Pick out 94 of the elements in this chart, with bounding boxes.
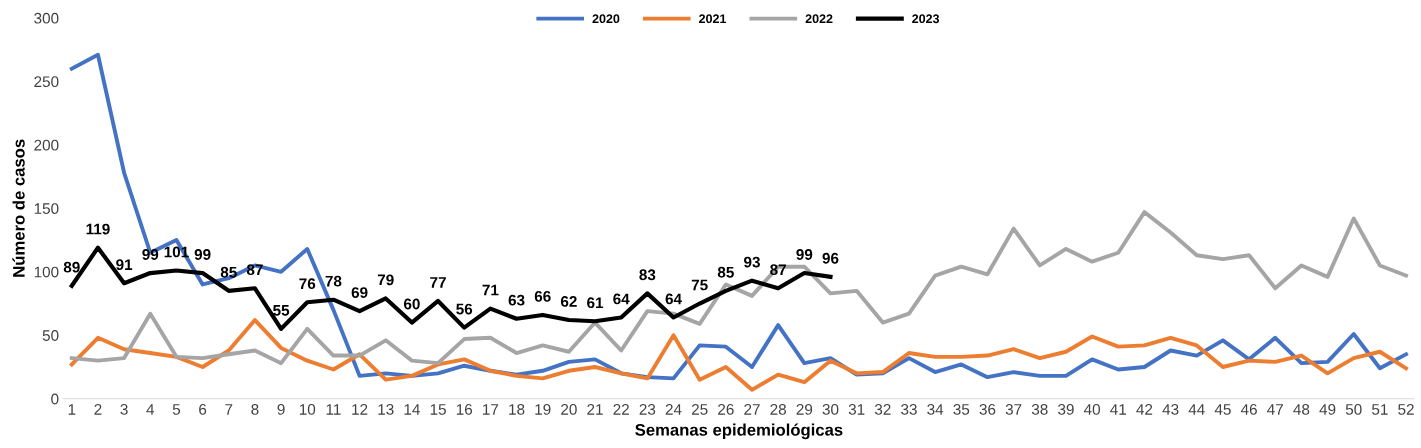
x-tick-label: 23: [639, 403, 656, 415]
x-tick-label: 2: [94, 403, 102, 415]
x-tick-label: 27: [744, 403, 760, 415]
x-tick-label: 44: [1188, 404, 1205, 415]
y-tick-label: 0: [51, 393, 59, 405]
data-label: 63: [508, 294, 525, 306]
x-tick-label: 45: [1214, 404, 1231, 415]
y-tick-label: 250: [34, 76, 59, 88]
x-tick-label: 11: [326, 404, 341, 415]
data-label: 64: [665, 293, 682, 305]
x-tick-label: 17: [483, 404, 499, 415]
x-tick-label: 20: [561, 403, 577, 415]
x-tick-label: 41: [1110, 404, 1127, 415]
x-tick-label: 29: [796, 403, 813, 415]
data-label: 99: [142, 249, 159, 260]
y-axis-title: Número de casos: [12, 139, 25, 277]
data-label: 96: [822, 252, 839, 264]
y-tick-label: 50: [42, 330, 59, 341]
x-tick-label: 1: [68, 404, 76, 415]
data-label: 99: [796, 249, 813, 260]
data-label: 78: [325, 275, 342, 287]
data-label: 119: [86, 223, 110, 235]
data-label: 83: [639, 269, 656, 281]
x-tick-label: 19: [535, 403, 551, 415]
data-label: 71: [482, 284, 499, 296]
data-label: 85: [220, 266, 237, 278]
x-tick-label: 24: [665, 403, 682, 415]
x-tick-label: 3: [120, 403, 128, 415]
line-series: [69, 318, 1408, 392]
x-tick-label: 40: [1083, 403, 1100, 415]
y-tick-label: 150: [34, 203, 59, 215]
x-tick-label: 16: [456, 403, 473, 415]
x-tick-label: 5: [172, 404, 181, 415]
x-tick-label: 18: [509, 403, 525, 415]
x-tick-label: 42: [1136, 403, 1153, 415]
y-tick-label: 200: [34, 139, 59, 151]
x-tick-label: 31: [848, 403, 865, 415]
data-label: 77: [430, 277, 446, 288]
x-tick-label: 14: [404, 404, 420, 415]
data-label: 66: [534, 290, 551, 302]
x-tick-label: 37: [1005, 403, 1022, 415]
data-label: 55: [273, 305, 290, 316]
x-tick-label: 39: [1058, 403, 1074, 415]
x-tick-label: 9: [277, 403, 285, 415]
data-label: 69: [351, 287, 368, 298]
x-tick-label: 22: [613, 403, 629, 415]
x-tick-label: 8: [251, 403, 259, 415]
data-label: 93: [744, 256, 760, 268]
x-tick-label: 52: [1398, 403, 1414, 415]
x-tick-label: 12: [352, 403, 368, 415]
x-tick-label: 51: [1372, 404, 1388, 415]
data-label: 75: [691, 279, 708, 291]
x-tick-label: 38: [1031, 403, 1048, 415]
x-axis-title: Semanas epidemiológicas: [635, 423, 843, 440]
x-tick-label: 26: [718, 403, 734, 415]
x-tick-label: 4: [146, 404, 155, 415]
legend-label: 2020: [592, 14, 620, 24]
y-tick-label: 100: [34, 266, 59, 278]
y-tick-label: 300: [34, 12, 59, 24]
x-tick-label: 36: [979, 403, 996, 415]
x-tick-label: 6: [199, 403, 207, 415]
x-tick-label: 50: [1345, 403, 1362, 415]
data-label: 91: [116, 259, 133, 271]
x-tick-label: 34: [927, 403, 944, 415]
x-tick-label: 13: [378, 403, 394, 415]
x-tick-label: 35: [953, 403, 970, 415]
data-label: 87: [770, 264, 786, 276]
data-label: 85: [717, 266, 734, 278]
data-label: 60: [403, 298, 420, 310]
x-tick-label: 21: [587, 403, 603, 415]
x-tick-label: 7: [225, 404, 233, 415]
x-tick-label: 43: [1162, 403, 1179, 415]
x-tick-label: 30: [822, 403, 839, 415]
x-tick-label: 47: [1267, 404, 1283, 415]
data-label: 76: [299, 278, 316, 290]
legend-label: 2023: [912, 14, 940, 24]
x-tick-label: 28: [770, 403, 786, 415]
data-label: 79: [377, 274, 394, 286]
data-label: 61: [587, 297, 604, 309]
legend-label: 2022: [805, 14, 833, 24]
x-tick-label: 25: [691, 403, 708, 415]
x-tick-label: 46: [1240, 403, 1257, 415]
data-label: 56: [456, 303, 473, 315]
data-label: 64: [613, 293, 630, 305]
data-label: 62: [560, 296, 577, 307]
x-tick-label: 49: [1319, 403, 1336, 415]
x-tick-label: 15: [430, 404, 446, 415]
data-label: 99: [194, 249, 211, 260]
x-tick-label: 33: [901, 403, 917, 415]
legend-label: 2021: [699, 14, 727, 24]
x-tick-label: 32: [874, 403, 891, 415]
data-label: 89: [63, 261, 80, 273]
x-tick-label: 48: [1293, 403, 1310, 415]
x-tick-label: 10: [299, 403, 316, 415]
